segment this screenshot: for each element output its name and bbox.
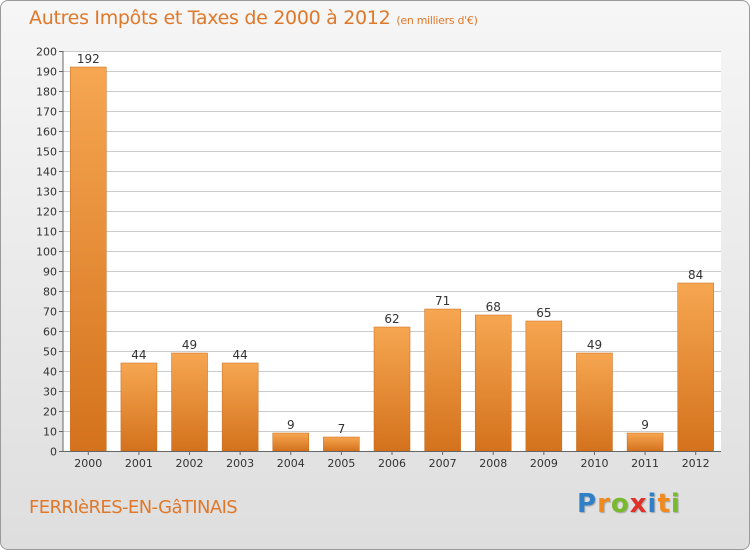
bar-2005 <box>323 436 360 452</box>
bar-2010 <box>576 352 613 452</box>
x-tick-label-2010: 2010 <box>580 457 608 470</box>
y-tick-label: 140 <box>36 166 57 179</box>
value-label-2005: 7 <box>338 422 346 436</box>
y-tick-label: 190 <box>36 66 57 79</box>
value-label-2002: 49 <box>182 338 197 352</box>
logo-letter: P <box>577 489 598 519</box>
y-tick-label: 60 <box>43 326 57 339</box>
y-tick-label: 150 <box>36 146 57 159</box>
chart-title-text: Autres Impôts et Taxes de 2000 à 2012 <box>29 7 391 29</box>
value-label-2006: 62 <box>384 312 399 326</box>
y-axis-tick-labels: 0 10 20 30 40 50 60 70 80 90 100 110 120 130 140 150 160… <box>36 46 57 459</box>
commune-name: FERRIèRES-EN-GâTINAIS <box>29 497 238 518</box>
x-tick-label-2008: 2008 <box>479 457 507 470</box>
y-tick-label: 130 <box>36 186 57 199</box>
y-tick-label: 170 <box>36 106 57 119</box>
y-tick-label: 180 <box>36 86 57 99</box>
x-tick-label-2007: 2007 <box>429 457 457 470</box>
y-tick-label: 10 <box>43 426 57 439</box>
x-tick-label-2004: 2004 <box>277 457 305 470</box>
logo-letter: i <box>647 489 658 519</box>
bar-2002 <box>171 352 208 452</box>
y-tick-label: 30 <box>43 386 57 399</box>
bar-2007 <box>424 308 461 452</box>
y-tick-label: 40 <box>43 366 57 379</box>
y-tick-label: 70 <box>43 306 57 319</box>
bar-2000 <box>70 66 107 452</box>
y-tick-label: 0 <box>50 446 57 459</box>
bar-2011 <box>626 432 664 452</box>
y-tick-label: 200 <box>36 46 57 59</box>
y-tick-label: 110 <box>36 226 57 239</box>
value-label-2008: 68 <box>486 300 501 314</box>
bars <box>70 66 714 452</box>
y-tick-label: 100 <box>36 246 57 259</box>
x-tick-label-2003: 2003 <box>226 457 254 470</box>
value-label-2007: 71 <box>435 294 450 308</box>
value-label-2000: 192 <box>77 52 100 66</box>
logo-letter: x <box>629 489 648 519</box>
value-label-2009: 65 <box>536 306 551 320</box>
logo-letter: o <box>610 489 630 519</box>
x-tick-label-2012: 2012 <box>682 457 710 470</box>
bar-2006 <box>373 326 411 452</box>
unit-note: (en milliers d'€) <box>396 14 478 27</box>
x-tick-label-2009: 2009 <box>530 457 558 470</box>
y-tick-label: 120 <box>36 206 57 219</box>
bar-2001 <box>120 362 158 452</box>
value-labels: 192 44 49 44 9 7 62 71 68 65 49 9 84 <box>77 52 703 436</box>
y-tick-label: 50 <box>43 346 57 359</box>
x-tick-label-2011: 2011 <box>631 457 659 470</box>
logo-letter: t <box>657 489 671 519</box>
bar-2012 <box>677 282 714 452</box>
y-tick-label: 20 <box>43 406 57 419</box>
value-label-2011: 9 <box>641 418 649 432</box>
value-label-2001: 44 <box>131 348 146 362</box>
logo-letter: i <box>670 489 681 519</box>
x-tick-label-2001: 2001 <box>125 457 153 470</box>
x-tick-label-2005: 2005 <box>327 457 355 470</box>
x-axis-tick-labels: 2000 2001 2002 2003 2004 2005 2006 2007 2008 2009… <box>74 451 710 470</box>
value-label-2012: 84 <box>688 268 703 282</box>
y-tick-label: 80 <box>43 286 57 299</box>
x-tick-label-2000: 2000 <box>74 457 102 470</box>
logo-letter: r <box>597 489 611 519</box>
y-tick-label: 90 <box>43 266 57 279</box>
x-tick-label-2006: 2006 <box>378 457 406 470</box>
bar-2009 <box>525 320 563 452</box>
bar-2003 <box>221 362 259 452</box>
value-label-2003: 44 <box>233 348 248 362</box>
bar-2004 <box>272 432 310 452</box>
chart-title: Autres Impôts et Taxes de 2000 à 2012 (en… <box>29 7 478 29</box>
value-label-2010: 49 <box>587 338 602 352</box>
x-tick-label-2002: 2002 <box>176 457 204 470</box>
value-label-2004: 9 <box>287 418 295 432</box>
y-tick-label: 160 <box>36 126 57 139</box>
bar-2008 <box>474 314 512 452</box>
proxiti-logo: Proxiti <box>577 489 681 519</box>
